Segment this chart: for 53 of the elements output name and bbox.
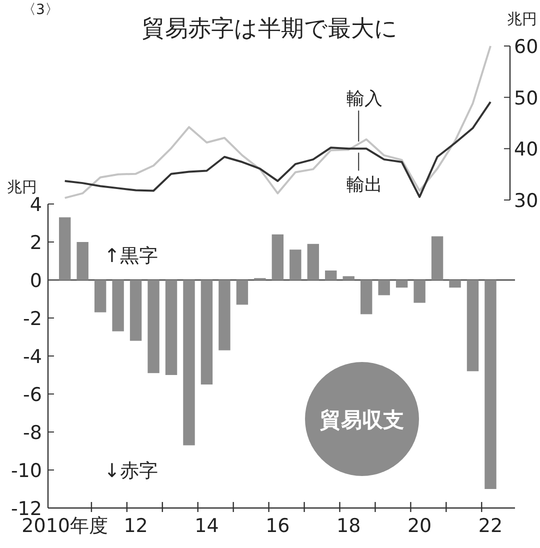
bar — [272, 234, 284, 280]
bar — [484, 280, 496, 489]
bar — [431, 236, 444, 280]
bar — [360, 280, 372, 314]
x-tick-label: 20 — [407, 515, 432, 537]
bar — [112, 280, 124, 332]
bar — [290, 250, 302, 280]
bar — [307, 244, 319, 280]
bar — [148, 280, 160, 374]
bar — [218, 280, 230, 350]
bar — [165, 280, 178, 375]
series-label: 輸入 — [346, 88, 383, 110]
y-tick-label: -4 — [23, 346, 42, 368]
bar — [342, 276, 354, 280]
x-tick-label: 2010年度 — [22, 515, 108, 537]
y-axis-title: 兆円 — [507, 10, 537, 28]
bar — [200, 280, 213, 384]
bar — [76, 242, 88, 280]
chart-title: 貿易赤字は半期で最大に — [142, 16, 398, 42]
y-tick-label: 30 — [514, 190, 538, 212]
y-tick-label: 50 — [514, 87, 538, 110]
x-tick-label: 22 — [478, 515, 503, 537]
annotation: ↓赤字 — [104, 460, 158, 482]
bar — [396, 280, 408, 288]
annotation: 貿易収支 — [319, 408, 404, 432]
y-tick-label: -10 — [10, 460, 42, 482]
y-tick-label: -8 — [23, 422, 42, 444]
bar — [236, 280, 248, 305]
bar — [183, 280, 195, 446]
bar — [130, 280, 142, 341]
bar — [58, 217, 71, 280]
bar — [94, 280, 106, 312]
y-tick-label: 60 — [514, 36, 538, 58]
y-tick-label: 40 — [514, 138, 538, 161]
x-tick-label: 16 — [266, 515, 290, 537]
y-tick-label: -2 — [23, 308, 42, 330]
bar — [414, 280, 426, 303]
bar — [449, 280, 461, 288]
y-tick-label: 2 — [30, 232, 42, 254]
y-tick-label: -6 — [23, 384, 42, 406]
x-tick-label: 12 — [124, 515, 148, 537]
text: 〈3〉 — [22, 2, 59, 18]
bar — [466, 280, 479, 372]
y-tick-label: 4 — [30, 194, 42, 216]
legend-label: 輸出 — [346, 174, 383, 196]
x-tick-label: 18 — [336, 515, 361, 537]
y-tick-label: 0 — [30, 270, 42, 292]
y-axis-title: 兆円 — [7, 178, 37, 196]
bar — [325, 270, 337, 280]
line-series — [64, 45, 492, 199]
x-tick-label: 14 — [194, 515, 219, 537]
annotation: ↑黒字 — [104, 245, 158, 267]
bar — [378, 280, 390, 296]
